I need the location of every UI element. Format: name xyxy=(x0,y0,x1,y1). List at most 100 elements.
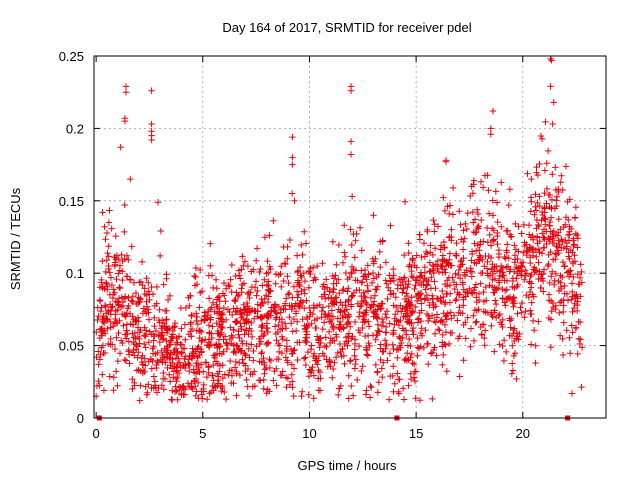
data-point xyxy=(492,286,500,294)
data-point xyxy=(298,392,305,400)
y-tick-label: 0.15 xyxy=(59,194,84,209)
data-point xyxy=(495,246,503,254)
data-point xyxy=(266,356,273,363)
data-point xyxy=(487,242,495,249)
data-point xyxy=(227,324,234,331)
data-point xyxy=(188,312,195,320)
data-point xyxy=(168,396,175,403)
data-point xyxy=(391,321,398,328)
data-point xyxy=(223,345,231,353)
data-point xyxy=(548,307,555,315)
data-point xyxy=(111,289,118,296)
data-point xyxy=(109,341,116,348)
data-point xyxy=(185,294,192,301)
data-point xyxy=(545,291,553,298)
data-point xyxy=(399,278,406,286)
data-point xyxy=(534,240,541,247)
data-point xyxy=(405,297,412,305)
data-point xyxy=(424,281,431,288)
data-point xyxy=(417,269,425,276)
data-point xyxy=(373,314,381,321)
data-point xyxy=(571,241,578,248)
data-point xyxy=(356,286,363,294)
data-point xyxy=(476,257,483,265)
data-point xyxy=(499,342,506,350)
data-point xyxy=(372,361,380,369)
data-point xyxy=(329,238,337,246)
data-point xyxy=(389,331,397,338)
data-point xyxy=(401,198,409,205)
data-point xyxy=(390,302,397,309)
data-point xyxy=(430,304,437,311)
data-point xyxy=(209,299,217,306)
data-point xyxy=(194,379,202,387)
data-point xyxy=(236,371,244,379)
data-point xyxy=(505,201,512,209)
data-point xyxy=(509,367,517,374)
data-point xyxy=(574,301,581,309)
data-point xyxy=(505,254,512,262)
data-point xyxy=(107,335,114,343)
data-point xyxy=(290,365,298,372)
data-point xyxy=(506,332,513,339)
data-point xyxy=(415,292,422,299)
data-point xyxy=(404,349,411,357)
data-point xyxy=(499,323,506,331)
data-point xyxy=(453,239,460,247)
data-point xyxy=(318,307,326,315)
data-point xyxy=(313,333,321,340)
data-point xyxy=(361,266,369,274)
data-point xyxy=(477,178,485,185)
data-point xyxy=(283,347,291,355)
data-point xyxy=(102,279,110,287)
data-point xyxy=(359,318,367,326)
data-point xyxy=(102,268,110,276)
data-point xyxy=(560,308,567,316)
data-point xyxy=(358,279,365,286)
data-point xyxy=(235,291,243,298)
data-point xyxy=(156,338,164,346)
data-point xyxy=(431,245,439,252)
data-point xyxy=(106,291,114,298)
data-point xyxy=(283,337,290,344)
data-point xyxy=(406,299,413,306)
data-point xyxy=(166,292,174,300)
data-point xyxy=(414,352,421,359)
data-point xyxy=(540,244,547,252)
data-point xyxy=(540,266,548,273)
data-point xyxy=(193,280,201,288)
data-point xyxy=(230,305,237,312)
data-point xyxy=(448,315,455,322)
data-point xyxy=(361,293,368,300)
data-point xyxy=(411,368,418,376)
data-point xyxy=(151,314,158,322)
data-point xyxy=(101,316,109,323)
data-point xyxy=(296,282,304,290)
data-point xyxy=(109,303,116,310)
data-point xyxy=(207,316,214,323)
data-point xyxy=(353,230,360,238)
data-point xyxy=(255,377,263,384)
data-point xyxy=(244,303,251,310)
data-point xyxy=(471,240,478,247)
data-point xyxy=(547,316,555,323)
data-point xyxy=(415,315,423,322)
data-point xyxy=(194,354,202,362)
data-point xyxy=(556,299,564,306)
data-point xyxy=(159,351,166,359)
data-point xyxy=(384,357,391,364)
data-point xyxy=(233,342,240,349)
data-point xyxy=(148,365,156,372)
data-point xyxy=(264,313,272,321)
data-point xyxy=(136,340,143,347)
data-point xyxy=(439,339,446,346)
data-point xyxy=(334,315,342,322)
data-point xyxy=(345,318,353,326)
data-point xyxy=(374,327,382,335)
data-point xyxy=(100,387,108,394)
data-point xyxy=(192,273,199,281)
data-point xyxy=(456,208,463,215)
data-point xyxy=(564,231,572,239)
data-point xyxy=(167,362,174,369)
data-point xyxy=(532,267,539,274)
